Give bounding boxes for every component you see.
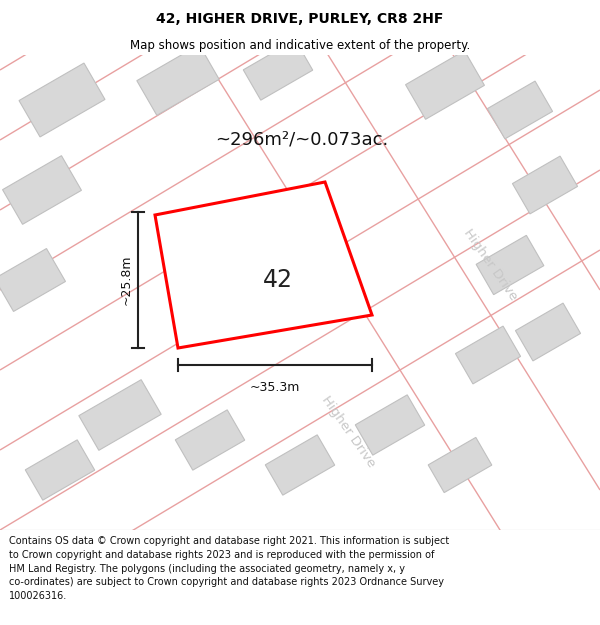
Polygon shape [512, 156, 578, 214]
Polygon shape [137, 44, 219, 116]
Polygon shape [25, 440, 95, 500]
Text: 42: 42 [263, 268, 293, 292]
Polygon shape [19, 63, 105, 137]
Polygon shape [155, 182, 372, 348]
Polygon shape [79, 379, 161, 451]
Text: ~25.8m: ~25.8m [120, 255, 133, 305]
Polygon shape [0, 249, 65, 311]
Text: Map shows position and indicative extent of the property.: Map shows position and indicative extent… [130, 39, 470, 51]
Text: Higher Drive: Higher Drive [319, 394, 377, 470]
Polygon shape [476, 236, 544, 294]
Polygon shape [175, 410, 245, 470]
Polygon shape [428, 438, 492, 493]
Text: Contains OS data © Crown copyright and database right 2021. This information is : Contains OS data © Crown copyright and d… [9, 536, 449, 601]
Polygon shape [515, 303, 581, 361]
Text: ~35.3m: ~35.3m [250, 381, 300, 394]
Polygon shape [355, 395, 425, 455]
Polygon shape [265, 435, 335, 495]
Polygon shape [2, 156, 82, 224]
Polygon shape [487, 81, 553, 139]
Text: ~296m²/~0.073ac.: ~296m²/~0.073ac. [215, 131, 388, 149]
Text: Higher Drive: Higher Drive [461, 227, 520, 303]
Polygon shape [455, 326, 521, 384]
Polygon shape [243, 40, 313, 100]
Text: 42, HIGHER DRIVE, PURLEY, CR8 2HF: 42, HIGHER DRIVE, PURLEY, CR8 2HF [157, 12, 443, 26]
Polygon shape [406, 51, 484, 119]
